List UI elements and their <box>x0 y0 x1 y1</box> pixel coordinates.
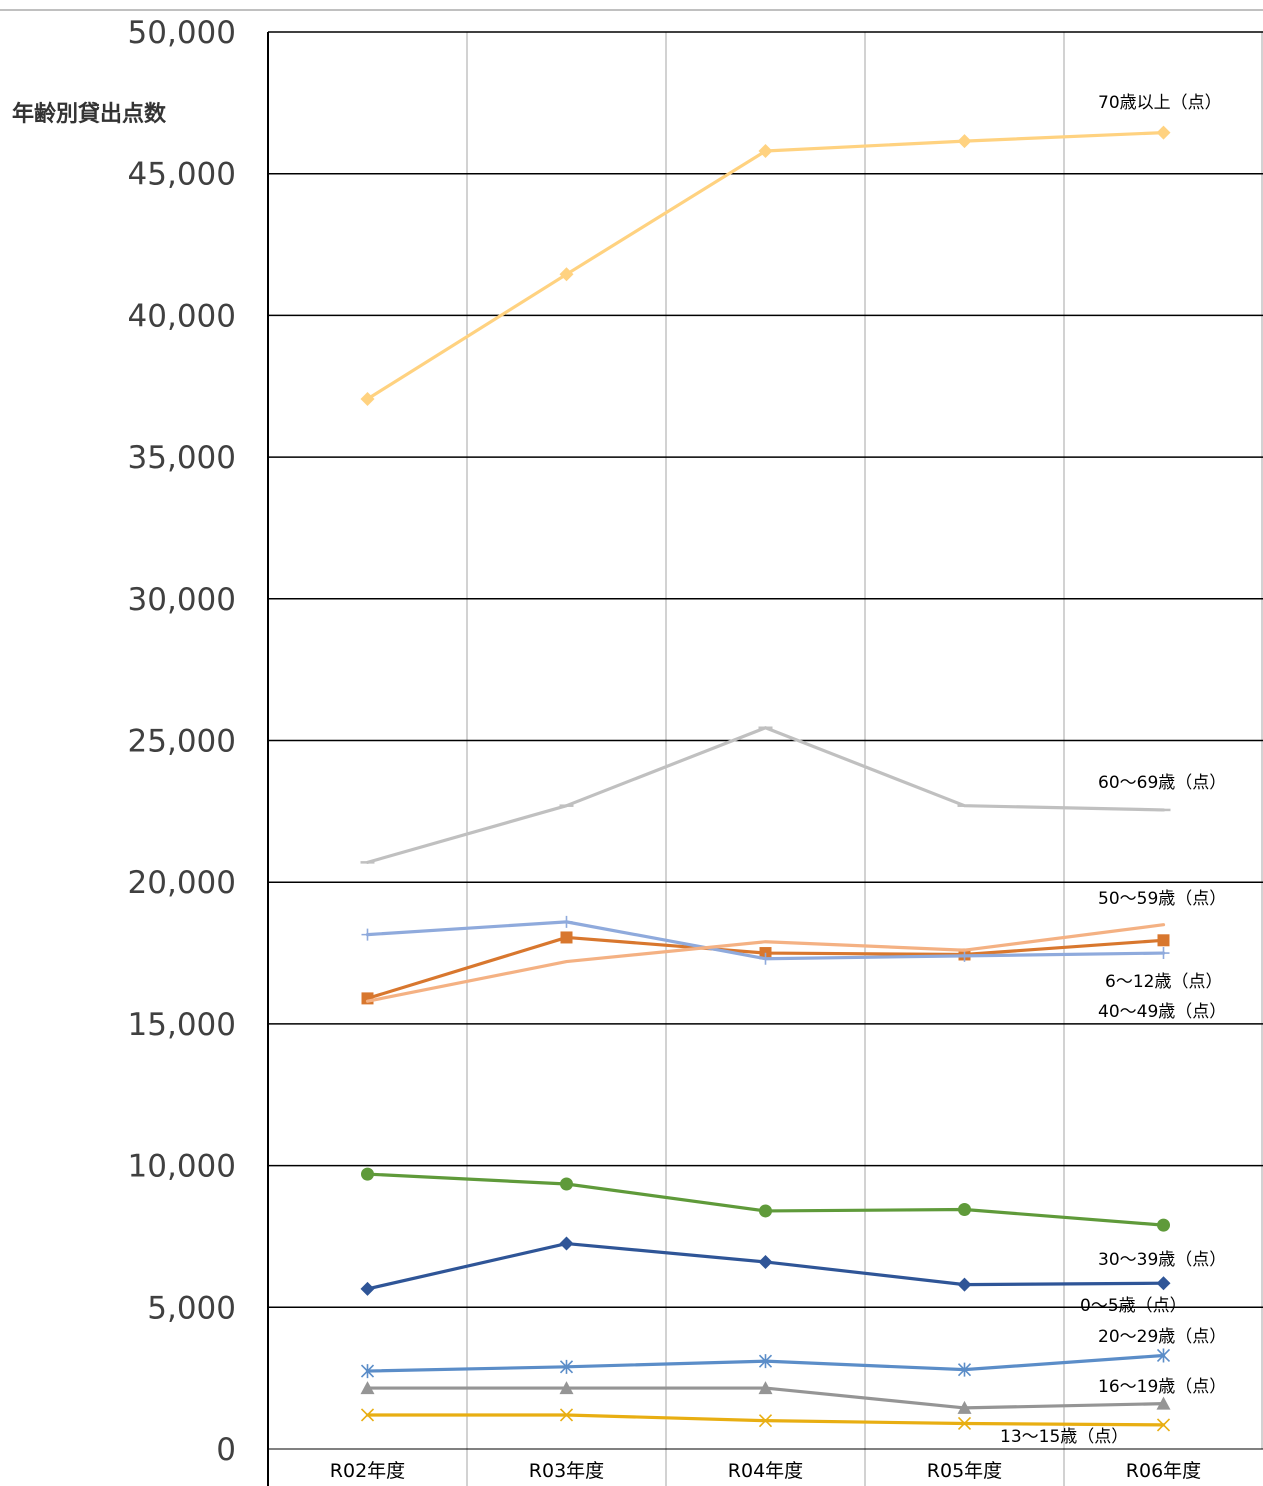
data-point-marker <box>958 1203 971 1217</box>
data-point-marker <box>559 1236 574 1251</box>
y-tick-labels: 0 5,000 10,000 15,000 20,000 25,000 30,000 35,0… <box>128 15 236 1468</box>
series-lines <box>360 125 1171 1432</box>
data-point-marker <box>360 1408 375 1422</box>
data-point-marker <box>957 1277 972 1292</box>
y-tick-label: 30,000 <box>128 582 236 618</box>
y-tick-label: 25,000 <box>128 724 236 760</box>
series-group <box>360 125 1171 407</box>
data-point-marker <box>560 931 573 944</box>
x-category-label: R06年度 <box>1126 1460 1201 1482</box>
series-label: 40～49歳（点） <box>1098 1002 1226 1022</box>
series-line <box>365 923 1166 1003</box>
y-tick-label: 40,000 <box>128 298 236 334</box>
x-category-labels: R02年度 R03年度 R04年度 R05年度 R06年度 <box>330 1460 1201 1482</box>
x-category-label: R04年度 <box>728 1460 803 1482</box>
series-group <box>360 1381 1171 1414</box>
y-tick-label: 5,000 <box>147 1290 236 1326</box>
x-category-label: R02年度 <box>330 1460 405 1482</box>
data-point-marker <box>759 952 772 965</box>
x-category-label: R03年度 <box>529 1460 604 1482</box>
data-point-marker <box>1156 1396 1171 1410</box>
x-category-label: R05年度 <box>927 1460 1002 1482</box>
series-label: 50～59歳（点） <box>1098 889 1226 909</box>
data-point-marker <box>957 134 972 149</box>
data-point-marker <box>758 144 773 159</box>
data-point-marker <box>1156 1418 1171 1432</box>
series-label: 16～19歳（点） <box>1098 1377 1226 1397</box>
data-point-marker <box>361 1167 374 1181</box>
data-point-marker <box>758 1354 773 1369</box>
data-point-marker <box>559 267 574 282</box>
data-point-marker <box>1156 1276 1171 1291</box>
data-point-marker <box>559 1359 574 1374</box>
data-point-marker <box>957 1416 972 1431</box>
y-tick-label: 45,000 <box>128 157 236 193</box>
data-point-marker <box>360 1281 375 1296</box>
data-point-marker <box>560 915 573 928</box>
y-tick-label: 0 <box>216 1432 236 1468</box>
series-group <box>360 1408 1171 1432</box>
data-point-marker <box>759 1204 772 1218</box>
axes <box>267 32 1263 1486</box>
series-label: 70歳以上（点） <box>1098 93 1222 113</box>
series-group <box>360 726 1171 864</box>
data-point-marker <box>360 1364 375 1379</box>
series-group <box>360 1236 1171 1296</box>
series-label: 30～39歳（点） <box>1098 1250 1226 1270</box>
data-point-marker <box>559 1381 574 1395</box>
series-line <box>365 131 1166 401</box>
y-tick-label: 35,000 <box>128 440 236 476</box>
data-point-marker <box>758 1381 773 1395</box>
y-axis-title: 年齢別貸出点数 <box>12 101 167 127</box>
y-tick-label: 50,000 <box>128 15 236 51</box>
data-point-marker <box>1157 934 1170 947</box>
series-label: 20～29歳（点） <box>1098 1327 1226 1347</box>
y-tick-label: 15,000 <box>128 1007 236 1043</box>
gridlines <box>268 31 1263 1486</box>
data-point-marker <box>1156 125 1171 140</box>
data-point-marker <box>360 392 375 407</box>
data-point-marker <box>360 1381 375 1395</box>
series-label: 0～5歳（点） <box>1080 1296 1187 1316</box>
data-point-marker <box>958 949 971 962</box>
series-line <box>365 726 1166 864</box>
series-group <box>361 1167 1170 1232</box>
data-point-marker <box>1157 947 1170 960</box>
data-point-marker <box>758 1414 773 1428</box>
series-line <box>365 935 1166 1000</box>
y-tick-label: 20,000 <box>128 865 236 901</box>
data-point-marker <box>957 1362 972 1377</box>
data-point-marker <box>1157 1218 1170 1232</box>
data-point-marker <box>560 1177 573 1191</box>
series-group <box>361 915 1170 965</box>
series-line <box>365 1172 1166 1227</box>
y-tick-label: 10,000 <box>128 1149 236 1185</box>
series-label: 60～69歳（点） <box>1098 773 1226 793</box>
data-point-marker <box>758 1254 773 1269</box>
series-label: 13～15歳（点） <box>1000 1427 1128 1447</box>
series-label: 6～12歳（点） <box>1105 972 1222 992</box>
series-labels: 70歳以上（点） 60～69歳（点） 50～59歳（点） 6～12歳（点） 40～49歳… <box>1000 93 1226 1447</box>
data-point-marker <box>957 1400 972 1414</box>
data-point-marker <box>559 1408 574 1422</box>
series-group <box>365 923 1166 1003</box>
series-group <box>360 1348 1171 1379</box>
data-point-marker <box>1156 1348 1171 1363</box>
data-point-marker <box>361 928 374 941</box>
